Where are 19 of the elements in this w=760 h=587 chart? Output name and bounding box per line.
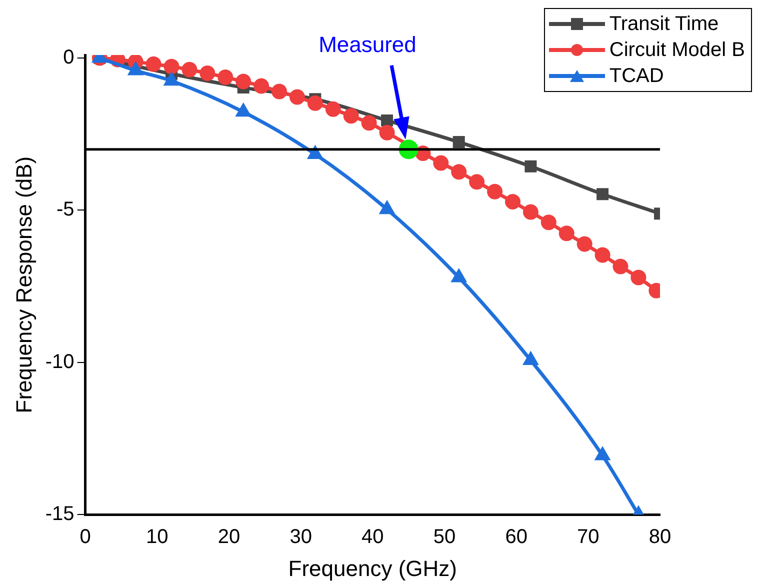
x-tick-label: 70: [577, 526, 600, 548]
y-axis-title: Frequency Response (dB): [11, 156, 36, 414]
legend-label: Transit Time: [609, 12, 719, 37]
x-tick-label: 20: [218, 526, 240, 548]
x-tick-label: 50: [433, 526, 456, 548]
x-axis-title: Frequency (GHz): [288, 556, 458, 581]
annotation: Measured: [318, 32, 416, 58]
x-tick-label: 80: [648, 526, 672, 548]
legend-label: Circuit Model B: [609, 38, 745, 63]
y-tick-label: -5: [56, 198, 74, 221]
x-tick-label: 60: [505, 526, 528, 548]
x-tick-label: 40: [362, 526, 384, 548]
x-tick-label: 30: [290, 526, 312, 548]
y-tick-label: -10: [45, 350, 74, 373]
legend-label: TCAD: [609, 64, 664, 89]
y-tick-label: 0: [63, 46, 74, 69]
x-tick-label: 10: [146, 526, 168, 548]
x-tick-label: 0: [80, 526, 91, 548]
y-tick-label: -15: [45, 503, 74, 526]
